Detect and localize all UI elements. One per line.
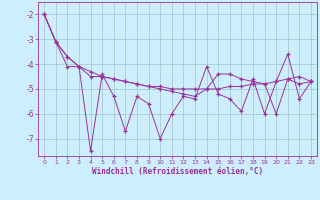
X-axis label: Windchill (Refroidissement éolien,°C): Windchill (Refroidissement éolien,°C): [92, 167, 263, 176]
